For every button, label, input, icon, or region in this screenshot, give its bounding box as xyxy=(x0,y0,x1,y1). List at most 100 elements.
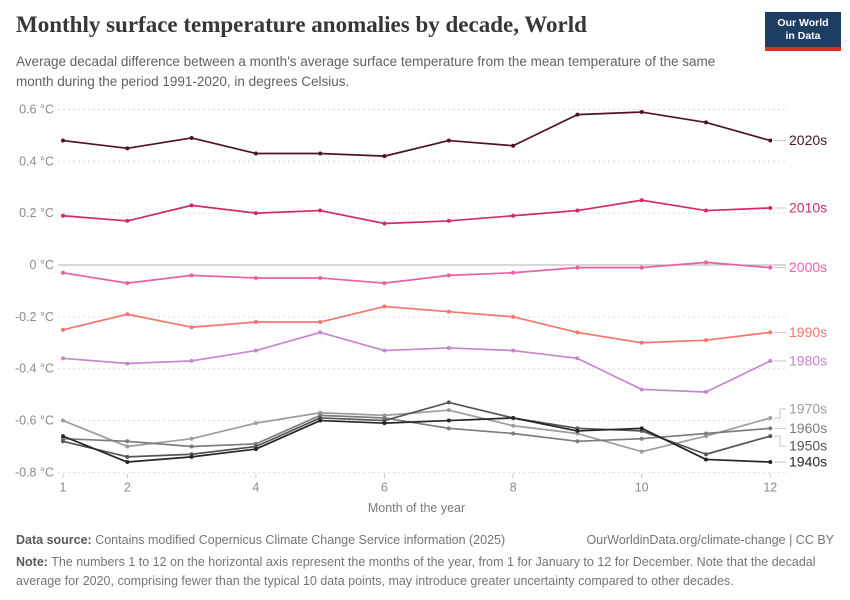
data-point-1980s-m6[interactable] xyxy=(382,348,387,353)
data-point-1990s-m10[interactable] xyxy=(639,340,644,345)
series-label-1960s[interactable]: 1960s xyxy=(789,420,827,436)
data-point-1950s-m11[interactable] xyxy=(704,452,708,457)
data-point-1960s-m7[interactable] xyxy=(446,426,451,431)
series-line-2010s[interactable] xyxy=(62,199,771,225)
data-point-1940s-m3[interactable] xyxy=(189,454,194,459)
data-point-2000s-m4[interactable] xyxy=(253,275,258,280)
series-label-1990s[interactable]: 1990s xyxy=(789,324,827,340)
data-point-2010s-m6[interactable] xyxy=(382,221,387,226)
data-point-2010s-m11[interactable] xyxy=(704,208,708,213)
data-point-1940s-m8[interactable] xyxy=(511,415,516,420)
data-point-2020s-m2[interactable] xyxy=(125,146,130,151)
data-point-2010s-m1[interactable] xyxy=(61,213,65,218)
series-line-1950s[interactable] xyxy=(62,401,771,458)
data-point-2020s-m6[interactable] xyxy=(382,154,387,159)
data-point-2000s-m9[interactable] xyxy=(575,265,580,270)
data-point-2000s-m3[interactable] xyxy=(189,273,194,278)
data-point-1990s-m8[interactable] xyxy=(511,314,516,319)
data-point-1940s-m7[interactable] xyxy=(446,418,451,423)
data-point-1950s-m1[interactable] xyxy=(61,439,65,444)
data-point-1990s-m9[interactable] xyxy=(575,330,580,335)
data-point-2020s-m5[interactable] xyxy=(318,151,323,156)
data-point-2020s-m11[interactable] xyxy=(704,120,708,125)
data-point-1960s-m11[interactable] xyxy=(704,431,708,436)
data-point-2000s-m2[interactable] xyxy=(125,281,130,286)
series-line-1990s[interactable] xyxy=(62,305,771,344)
data-point-1980s-m8[interactable] xyxy=(511,348,516,353)
data-point-1950s-m12[interactable] xyxy=(768,434,773,439)
data-point-1940s-m11[interactable] xyxy=(704,457,708,462)
series-line-2020s[interactable] xyxy=(62,111,771,157)
data-point-1970s-m3[interactable] xyxy=(189,436,194,441)
attribution-link[interactable]: OurWorldinData.org/climate-change | CC B… xyxy=(586,533,834,547)
data-point-2020s-m12[interactable] xyxy=(768,138,773,143)
data-point-2020s-m1[interactable] xyxy=(61,138,65,143)
data-point-1980s-m2[interactable] xyxy=(125,361,130,366)
data-point-1970s-m7[interactable] xyxy=(446,408,451,413)
data-point-1960s-m9[interactable] xyxy=(575,439,580,444)
data-point-1980s-m11[interactable] xyxy=(704,390,708,395)
owid-logo[interactable]: Our World in Data xyxy=(765,12,841,52)
series-line-1940s[interactable] xyxy=(62,417,771,463)
data-point-2000s-m6[interactable] xyxy=(382,281,387,286)
series-line-1970s[interactable] xyxy=(62,409,771,453)
data-point-2010s-m2[interactable] xyxy=(125,218,130,223)
data-point-1940s-m12[interactable] xyxy=(768,460,773,465)
data-point-1980s-m7[interactable] xyxy=(446,345,451,350)
data-point-1970s-m4[interactable] xyxy=(253,421,258,426)
data-point-1980s-m4[interactable] xyxy=(253,348,258,353)
data-point-1990s-m3[interactable] xyxy=(189,325,194,330)
data-point-1980s-m12[interactable] xyxy=(768,358,773,363)
data-point-2000s-m12[interactable] xyxy=(768,265,773,270)
data-point-1980s-m5[interactable] xyxy=(318,330,323,335)
data-point-2010s-m10[interactable] xyxy=(639,198,644,203)
series-label-1940s[interactable]: 1940s xyxy=(789,454,827,470)
data-point-1990s-m2[interactable] xyxy=(125,312,130,317)
data-point-1940s-m5[interactable] xyxy=(318,418,323,423)
data-point-1990s-m1[interactable] xyxy=(61,327,65,332)
data-point-1980s-m1[interactable] xyxy=(61,356,65,361)
data-point-1950s-m2[interactable] xyxy=(125,454,130,459)
data-point-1970s-m1[interactable] xyxy=(61,418,65,423)
data-point-1970s-m10[interactable] xyxy=(639,449,644,454)
data-point-2010s-m8[interactable] xyxy=(511,213,516,218)
data-point-2020s-m8[interactable] xyxy=(511,143,516,148)
series-line-1960s[interactable] xyxy=(62,414,771,448)
data-point-1980s-m10[interactable] xyxy=(639,387,644,392)
data-point-1990s-m4[interactable] xyxy=(253,320,258,325)
data-point-1940s-m6[interactable] xyxy=(382,421,387,426)
data-point-1960s-m2[interactable] xyxy=(125,439,130,444)
data-point-2020s-m7[interactable] xyxy=(446,138,451,143)
data-point-2020s-m3[interactable] xyxy=(189,135,194,140)
data-point-2000s-m7[interactable] xyxy=(446,273,451,278)
data-point-1960s-m10[interactable] xyxy=(639,436,644,441)
data-point-2000s-m5[interactable] xyxy=(318,275,323,280)
data-point-2020s-m10[interactable] xyxy=(639,110,644,115)
data-point-1940s-m4[interactable] xyxy=(253,447,258,452)
data-point-1940s-m10[interactable] xyxy=(639,426,644,431)
data-point-2000s-m8[interactable] xyxy=(511,270,516,275)
series-label-2010s[interactable]: 2010s xyxy=(789,199,827,215)
data-point-1990s-m12[interactable] xyxy=(768,330,773,335)
series-line-1980s[interactable] xyxy=(62,331,771,393)
data-point-2000s-m10[interactable] xyxy=(639,265,644,270)
chart-svg[interactable]: 0.6 °C 0.4 °C 0.2 °C 0 °C -0.2 °C -0.4 °C -0.6… xyxy=(0,95,850,520)
data-point-1960s-m8[interactable] xyxy=(511,431,516,436)
data-point-1980s-m3[interactable] xyxy=(189,358,194,363)
data-point-1960s-m12[interactable] xyxy=(768,426,773,431)
data-point-2010s-m12[interactable] xyxy=(768,205,773,210)
series-label-2000s[interactable]: 2000s xyxy=(789,259,827,275)
data-point-1990s-m6[interactable] xyxy=(382,304,387,309)
data-point-2010s-m7[interactable] xyxy=(446,218,451,223)
series-label-1950s[interactable]: 1950s xyxy=(789,438,827,454)
series-label-1980s[interactable]: 1980s xyxy=(789,352,827,368)
data-point-1990s-m11[interactable] xyxy=(704,338,708,343)
data-point-1950s-m7[interactable] xyxy=(446,400,451,405)
data-point-2010s-m3[interactable] xyxy=(189,203,194,208)
data-point-1970s-m8[interactable] xyxy=(511,423,516,428)
series-label-2020s[interactable]: 2020s xyxy=(789,132,827,148)
series-line-2000s[interactable] xyxy=(62,261,771,284)
data-point-1980s-m9[interactable] xyxy=(575,356,580,361)
data-point-1990s-m7[interactable] xyxy=(446,309,451,314)
data-point-1960s-m3[interactable] xyxy=(189,444,194,449)
